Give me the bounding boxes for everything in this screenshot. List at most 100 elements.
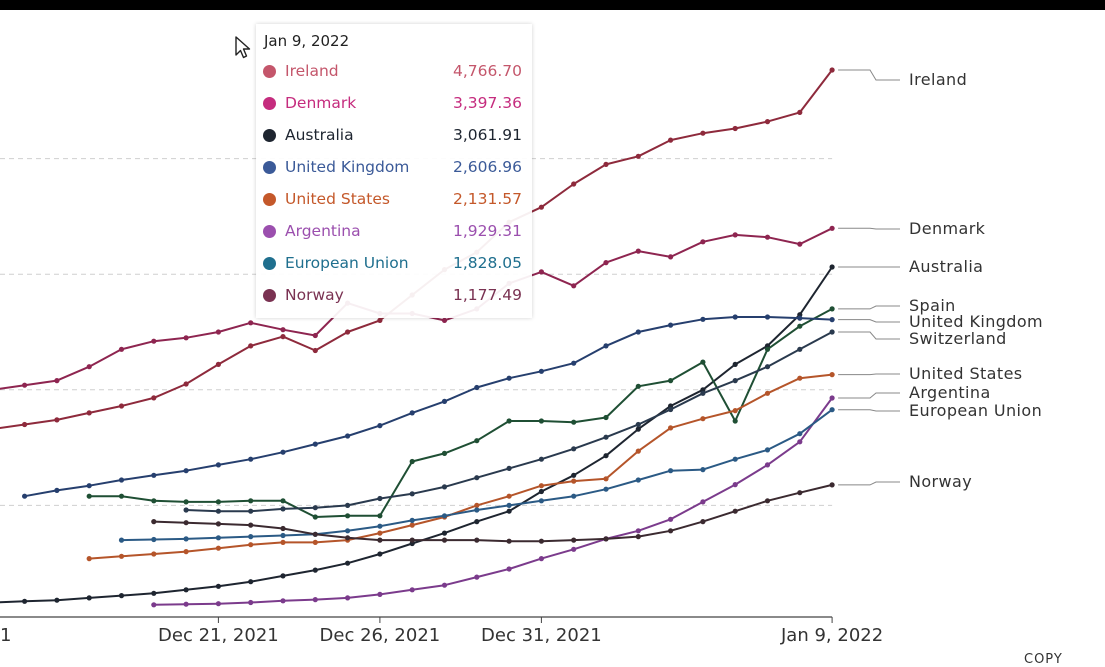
end-label-european-union: European Union — [838, 401, 1042, 420]
legend-dot-icon — [263, 225, 276, 238]
tooltip-row: Argentina 1,929.31 — [256, 220, 532, 244]
data-point — [538, 418, 545, 424]
data-point — [668, 406, 674, 413]
tooltip-row: United Kingdom 2,606.96 — [256, 156, 532, 180]
data-point — [312, 531, 318, 537]
data-point — [571, 472, 577, 478]
data-point — [538, 368, 545, 374]
data-point — [409, 410, 415, 416]
data-point — [538, 498, 545, 504]
data-point — [54, 597, 60, 603]
data-point — [506, 508, 512, 514]
data-point — [280, 525, 286, 532]
data-point — [118, 493, 125, 499]
data-point — [118, 593, 125, 599]
data-point — [603, 343, 609, 349]
data-point — [635, 448, 641, 454]
series-united-states — [86, 372, 835, 562]
data-point — [764, 462, 771, 468]
data-point — [506, 502, 512, 508]
data-point — [280, 539, 286, 546]
data-point — [345, 502, 351, 508]
data-point — [86, 410, 92, 416]
data-point — [441, 513, 448, 519]
data-point — [441, 317, 448, 323]
data-point — [345, 595, 351, 601]
data-point — [506, 538, 512, 544]
leader-line — [838, 481, 900, 486]
data-point — [409, 522, 415, 528]
data-point — [506, 493, 512, 499]
data-point — [603, 161, 609, 167]
data-point — [764, 364, 771, 370]
end-label-text: United States — [909, 364, 1023, 383]
leader-line — [838, 409, 900, 412]
data-point — [280, 334, 286, 340]
data-point — [215, 329, 221, 335]
tooltip-row: United States 2,131.57 — [256, 188, 532, 212]
data-point — [215, 601, 221, 607]
series-line — [153, 397, 833, 606]
data-point — [409, 517, 415, 524]
data-point — [183, 587, 189, 593]
tooltip-series-value: 2,131.57 — [452, 190, 522, 208]
data-point — [506, 375, 512, 381]
data-point — [700, 390, 706, 396]
data-point — [215, 508, 221, 514]
data-point — [797, 439, 803, 445]
data-point — [377, 530, 383, 536]
tooltip-series-name: Denmark — [285, 94, 357, 112]
data-point — [215, 583, 221, 589]
data-point — [151, 338, 157, 344]
data-point — [312, 332, 318, 339]
data-point — [797, 490, 803, 496]
data-point — [248, 456, 254, 462]
data-point — [183, 536, 189, 542]
data-point — [441, 530, 448, 536]
data-point — [248, 542, 254, 548]
data-point — [345, 560, 351, 566]
data-point — [118, 553, 125, 559]
data-point — [668, 378, 674, 384]
data-point — [700, 316, 706, 322]
data-point — [506, 566, 512, 572]
data-point — [345, 535, 351, 541]
data-point — [732, 378, 738, 384]
top-black-bar — [0, 0, 1105, 10]
data-point — [248, 599, 254, 606]
data-point — [732, 408, 738, 414]
data-point — [635, 329, 641, 335]
data-point — [183, 507, 189, 513]
data-point — [635, 477, 641, 483]
data-point — [215, 462, 221, 468]
copy-label[interactable]: COPY — [1024, 652, 1063, 667]
data-point — [732, 508, 738, 514]
data-point — [603, 536, 609, 542]
leader-line — [838, 373, 900, 376]
leader-line — [838, 319, 900, 323]
data-point — [312, 567, 318, 573]
leader-line — [838, 392, 900, 399]
data-point — [732, 232, 738, 238]
data-point — [118, 346, 125, 352]
data-point — [215, 545, 221, 551]
series-lines — [0, 67, 835, 608]
data-point — [732, 125, 738, 132]
data-point — [732, 418, 738, 424]
data-point — [183, 549, 189, 555]
data-point — [183, 520, 189, 526]
data-point — [474, 537, 480, 543]
data-point — [215, 361, 221, 367]
data-point — [538, 483, 545, 489]
data-point — [764, 498, 771, 504]
data-point — [700, 467, 706, 473]
data-point — [86, 364, 92, 370]
data-point — [215, 499, 221, 505]
data-point — [151, 551, 157, 557]
data-point — [86, 493, 92, 499]
data-point — [635, 426, 641, 432]
data-point — [829, 395, 835, 401]
data-point — [280, 532, 286, 539]
tooltip-row: Ireland 4,766.70 — [256, 60, 532, 84]
